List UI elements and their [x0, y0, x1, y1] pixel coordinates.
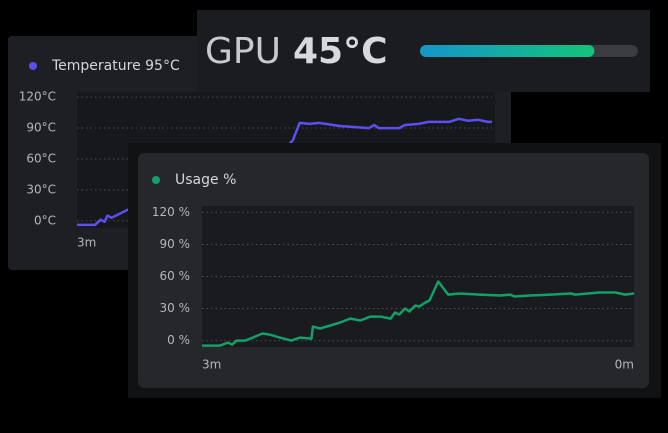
- x-tick-label: 3m: [202, 358, 221, 372]
- y-tick-label: 120°C: [19, 90, 56, 104]
- y-tick-label: 90 %: [160, 237, 191, 251]
- gpu-label: GPU: [205, 31, 281, 72]
- legend-marker: [152, 176, 160, 184]
- gpu-temp: 45°C: [293, 31, 388, 72]
- usage-panel: 0 % 30 % 60 % 90 % 120 % 3m 0m Usage %: [128, 143, 661, 398]
- y-tick-label: 30°C: [26, 182, 56, 196]
- progress-fill: [420, 45, 595, 57]
- y-tick-label: 0°C: [34, 213, 56, 227]
- y-tick-label: 60 %: [160, 269, 191, 283]
- gpu-header: GPU 45°C: [197, 10, 650, 92]
- x-tick-label: 0m: [615, 358, 634, 372]
- legend-marker: [29, 62, 37, 70]
- legend-label: Temperature 95°C: [51, 58, 180, 74]
- legend-label: Usage %: [175, 172, 236, 188]
- y-tick-label: 30 %: [160, 301, 191, 315]
- y-tick-label: 120 %: [152, 205, 190, 219]
- series-line: [202, 280, 634, 347]
- x-tick-label: 3m: [77, 236, 96, 250]
- y-tick-label: 90°C: [26, 121, 56, 135]
- y-tick-label: 60°C: [26, 151, 56, 165]
- series-line: [77, 117, 492, 227]
- y-tick-label: 0 %: [167, 333, 190, 347]
